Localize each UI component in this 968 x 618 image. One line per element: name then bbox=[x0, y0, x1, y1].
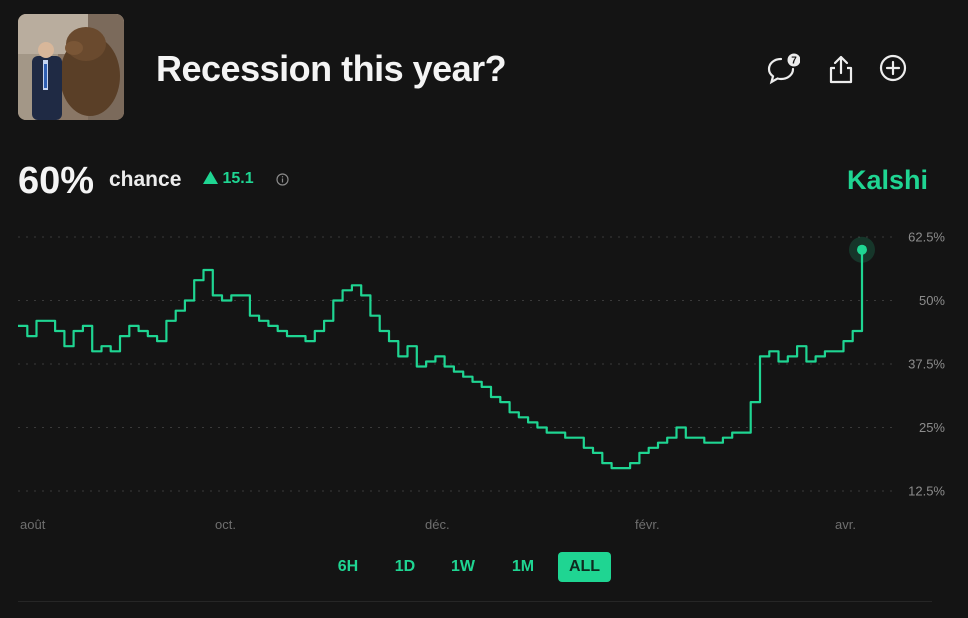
comment-button[interactable]: 7 bbox=[766, 53, 801, 85]
y-tick-label: 12.5% bbox=[908, 484, 945, 499]
add-button[interactable] bbox=[878, 53, 908, 83]
share-icon bbox=[829, 55, 853, 84]
probability-value: 60% bbox=[18, 160, 95, 202]
y-tick-label: 50% bbox=[919, 293, 945, 308]
x-tick-label: déc. bbox=[425, 517, 450, 532]
delta-indicator: 15.1 bbox=[203, 170, 254, 188]
delta-value: 15.1 bbox=[222, 170, 254, 187]
price-chart: 62.5% 50% 37.5% 25% 12.5% août oct. déc. févr. av… bbox=[18, 230, 945, 532]
series-line bbox=[18, 249, 864, 470]
info-icon[interactable] bbox=[276, 173, 289, 186]
x-tick-label: oct. bbox=[215, 517, 236, 532]
range-button-all[interactable]: ALL bbox=[558, 552, 611, 582]
comment-count: 7 bbox=[791, 56, 797, 67]
range-button-6h[interactable]: 6H bbox=[337, 558, 359, 575]
x-tick-label: févr. bbox=[635, 517, 660, 532]
source-brand: Kalshi bbox=[847, 165, 929, 195]
page-title: Recession this year? bbox=[156, 48, 507, 89]
comment-icon: 7 bbox=[767, 53, 801, 85]
y-tick-label: 25% bbox=[919, 420, 945, 435]
bottom-divider bbox=[18, 601, 932, 602]
x-tick-label: avr. bbox=[835, 517, 856, 532]
market-photo bbox=[18, 14, 124, 120]
range-button-1d[interactable]: 1D bbox=[394, 558, 416, 575]
y-tick-label: 37.5% bbox=[908, 357, 945, 372]
y-tick-label: 62.5% bbox=[908, 230, 945, 245]
last-point-marker bbox=[857, 244, 867, 255]
add-circle-icon bbox=[879, 54, 907, 82]
share-button[interactable] bbox=[827, 53, 857, 84]
chance-label: chance bbox=[109, 168, 182, 191]
x-tick-label: août bbox=[20, 517, 46, 532]
range-button-1m[interactable]: 1M bbox=[511, 558, 535, 575]
triangle-up-icon bbox=[203, 171, 218, 184]
range-button-1w[interactable]: 1W bbox=[451, 558, 475, 575]
range-selector: 6H 1D 1W 1M ALL bbox=[0, 552, 968, 582]
market-thumbnail bbox=[18, 14, 124, 120]
